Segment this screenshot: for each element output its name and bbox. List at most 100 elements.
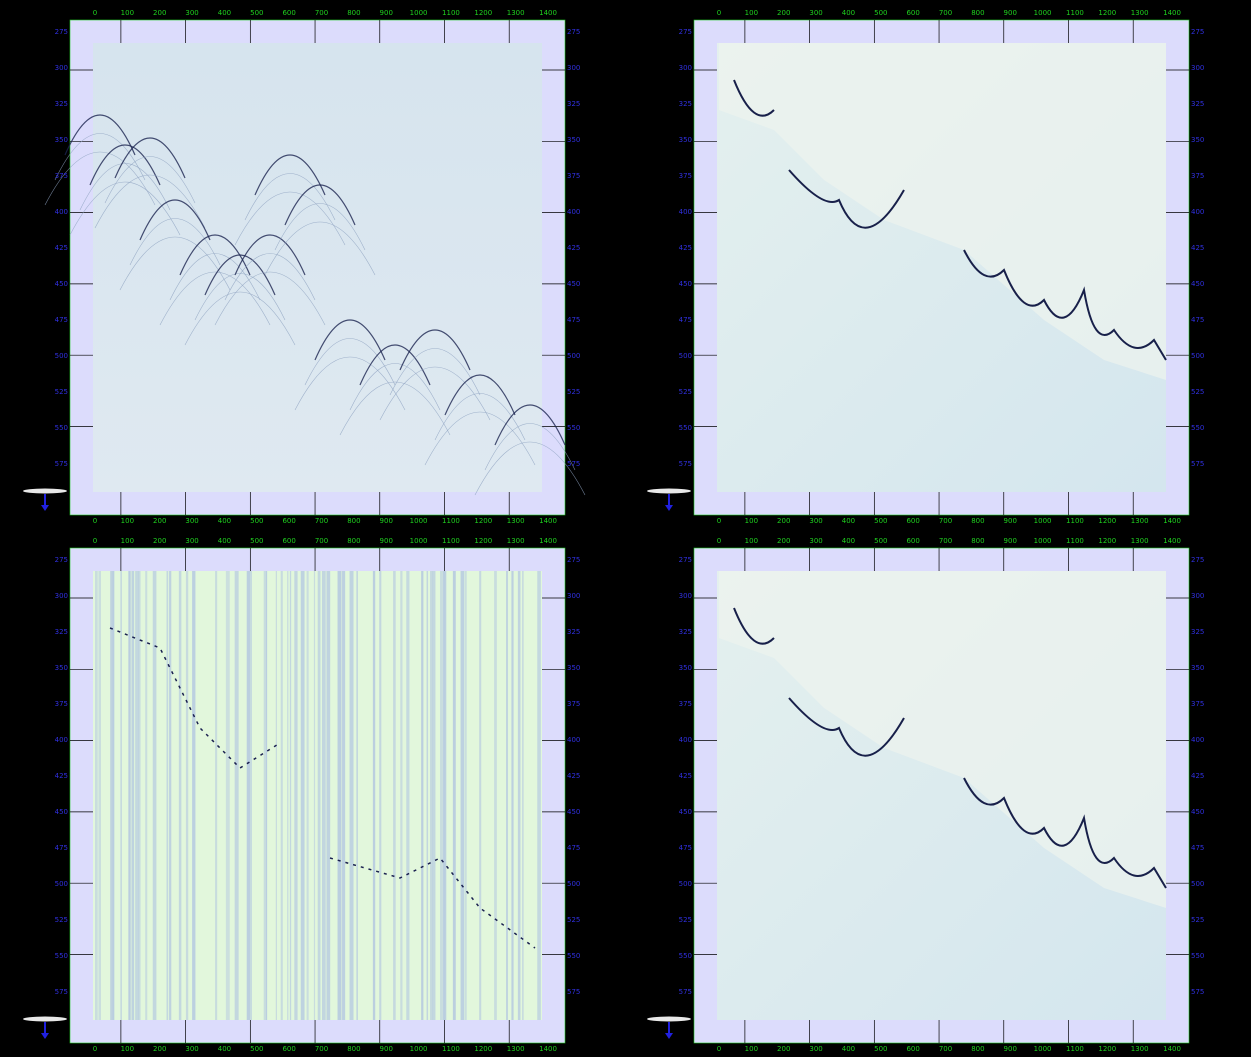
x-tick-label: 600 (282, 537, 295, 545)
y-tick-label: 550 (1191, 952, 1204, 960)
trace-stripe (432, 571, 435, 1020)
x-tick-label: 200 (153, 537, 166, 545)
y-tick-label: 325 (567, 100, 580, 108)
y-tick-label: 500 (55, 880, 68, 888)
x-tick-label: 1100 (1066, 537, 1084, 545)
y-tick-label: 575 (1191, 460, 1204, 468)
y-tick-label: 575 (567, 988, 580, 996)
trace-stripe (98, 571, 101, 1020)
trace-stripe (128, 571, 130, 1020)
trace-stripe (318, 571, 321, 1020)
x-tick-label: 100 (121, 9, 134, 17)
y-tick-label: 550 (567, 424, 580, 432)
x-tick-label: 200 (153, 1045, 166, 1053)
x-tick-label: 0 (717, 1045, 721, 1053)
x-tick-label: 1100 (1066, 517, 1084, 525)
x-tick-label: 700 (939, 537, 952, 545)
trace-stripe (342, 571, 345, 1020)
x-tick-label: 1400 (1163, 537, 1181, 545)
x-tick-label: 1000 (410, 517, 428, 525)
y-tick-label: 575 (567, 460, 580, 468)
x-tick-label: 600 (906, 9, 919, 17)
x-tick-label: 1200 (474, 537, 492, 545)
trace-stripe (266, 571, 267, 1020)
x-tick-label: 600 (282, 517, 295, 525)
x-tick-label: 1300 (1131, 1045, 1149, 1053)
y-tick-label: 325 (679, 628, 692, 636)
trace-stripe (153, 571, 157, 1020)
x-tick-label: 300 (185, 9, 198, 17)
trace-stripe (235, 571, 239, 1020)
y-tick-label: 425 (55, 244, 68, 252)
y-tick-label: 350 (55, 136, 68, 144)
y-tick-label: 375 (679, 172, 692, 180)
y-tick-label: 575 (679, 988, 692, 996)
trace-stripe (167, 571, 169, 1020)
trace-stripe (186, 571, 188, 1020)
x-tick-label: 1200 (1098, 517, 1116, 525)
y-tick-label: 300 (679, 64, 692, 72)
y-tick-label: 525 (679, 388, 692, 396)
panel: 0010010020020030030040040050050060060070… (23, 537, 580, 1053)
trace-stripe (276, 571, 277, 1020)
x-tick-label: 100 (745, 9, 758, 17)
trace-stripe (113, 571, 115, 1020)
x-tick-label: 1000 (1034, 517, 1052, 525)
trace-stripe (121, 571, 122, 1020)
x-tick-label: 500 (250, 537, 263, 545)
y-tick-label: 500 (1191, 352, 1204, 360)
y-tick-label: 550 (679, 424, 692, 432)
x-tick-label: 800 (971, 537, 984, 545)
y-tick-label: 325 (1191, 628, 1204, 636)
y-tick-label: 450 (567, 280, 580, 288)
x-tick-label: 1100 (1066, 1045, 1084, 1053)
x-tick-label: 200 (777, 9, 790, 17)
x-tick-label: 300 (809, 9, 822, 17)
x-tick-label: 600 (906, 517, 919, 525)
trace-stripe (281, 571, 283, 1020)
y-tick-label: 575 (1191, 988, 1204, 996)
y-tick-label: 500 (679, 880, 692, 888)
y-tick-label: 450 (55, 808, 68, 816)
y-tick-label: 375 (679, 700, 692, 708)
y-tick-label: 475 (567, 844, 580, 852)
orientation-icon (647, 489, 691, 494)
trace-stripe (440, 571, 442, 1020)
y-tick-label: 475 (55, 316, 68, 324)
y-tick-label: 500 (567, 880, 580, 888)
panel: 0010010020020030030040040050050060060070… (647, 537, 1204, 1053)
x-tick-label: 1300 (507, 537, 525, 545)
x-tick-label: 100 (745, 1045, 758, 1053)
x-tick-label: 100 (121, 537, 134, 545)
y-tick-label: 375 (1191, 700, 1204, 708)
y-tick-label: 400 (679, 208, 692, 216)
x-tick-label: 1300 (1131, 537, 1149, 545)
y-tick-label: 300 (567, 64, 580, 72)
y-tick-label: 325 (55, 628, 68, 636)
trace-stripe (215, 571, 217, 1020)
y-tick-label: 500 (55, 352, 68, 360)
y-tick-label: 275 (679, 556, 692, 564)
x-tick-label: 1400 (539, 517, 557, 525)
x-tick-label: 100 (121, 1045, 134, 1053)
x-tick-label: 400 (842, 537, 855, 545)
y-tick-label: 525 (679, 916, 692, 924)
trace-stripe (461, 571, 465, 1020)
orientation-icon (23, 1017, 67, 1022)
y-tick-label: 375 (567, 700, 580, 708)
x-tick-label: 600 (906, 1045, 919, 1053)
x-tick-label: 1300 (1131, 9, 1149, 17)
trace-stripe (290, 571, 291, 1020)
x-tick-label: 700 (939, 517, 952, 525)
y-tick-label: 275 (567, 28, 580, 36)
x-tick-label: 900 (1004, 1045, 1017, 1053)
x-tick-label: 0 (717, 537, 721, 545)
trace-stripe (479, 571, 481, 1020)
y-tick-label: 400 (55, 736, 68, 744)
x-tick-label: 700 (315, 1045, 328, 1053)
y-tick-label: 450 (1191, 280, 1204, 288)
x-tick-label: 1200 (1098, 9, 1116, 17)
x-tick-label: 1400 (1163, 517, 1181, 525)
trace-stripe (169, 571, 171, 1020)
x-tick-label: 200 (777, 517, 790, 525)
